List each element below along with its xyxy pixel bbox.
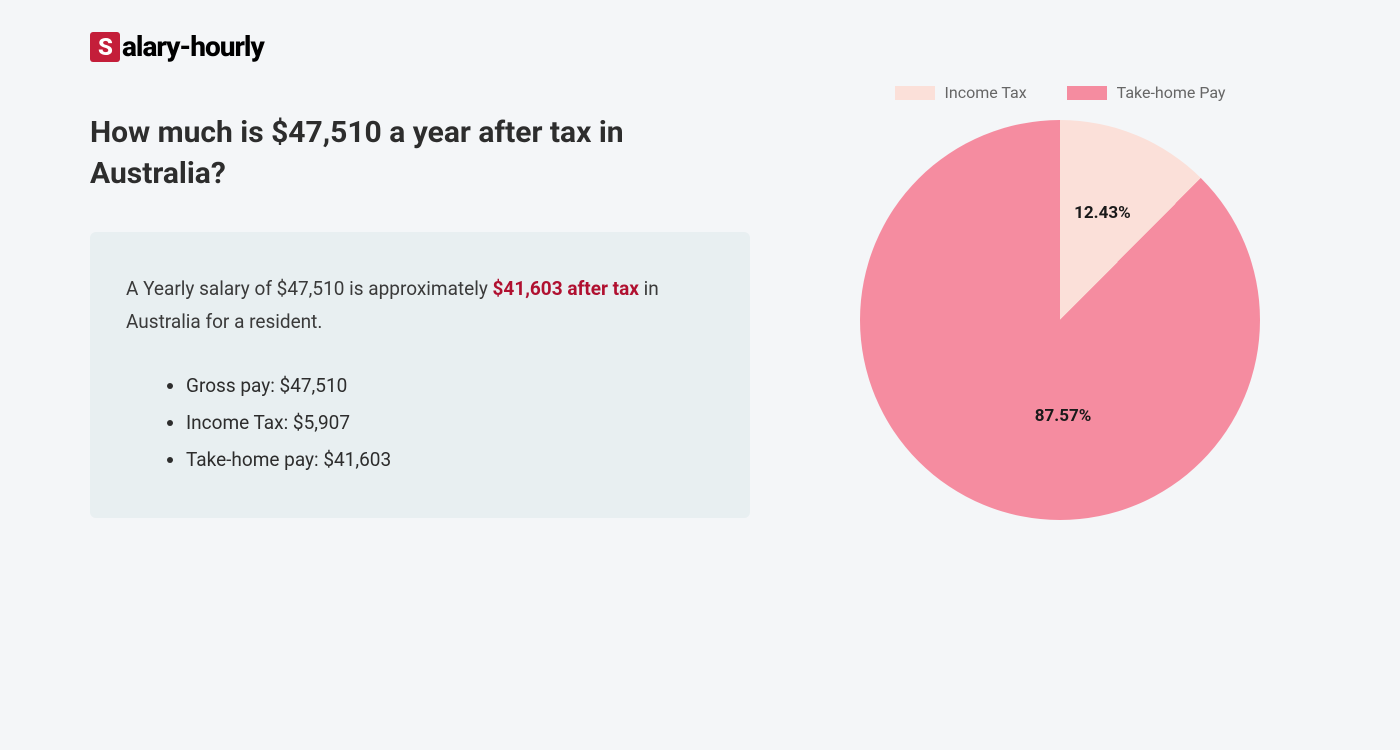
legend-item-take-home: Take-home Pay — [1067, 83, 1226, 102]
page-container: Salary-hourly How much is $47,510 a year… — [0, 0, 1400, 550]
pie-label-take-home: 87.57% — [1035, 406, 1092, 426]
page-title: How much is $47,510 a year after tax in … — [90, 113, 750, 194]
summary-highlight: $41,603 after tax — [493, 277, 639, 300]
bullet-take-home: Take-home pay: $41,603 — [186, 441, 714, 478]
legend-swatch-income-tax — [895, 86, 935, 100]
summary-bullets: Gross pay: $47,510 Income Tax: $5,907 Ta… — [126, 367, 714, 478]
pie-label-income-tax: 12.43% — [1074, 203, 1131, 223]
legend-swatch-take-home — [1067, 86, 1107, 100]
logo-badge: S — [90, 32, 120, 62]
summary-text: A Yearly salary of $47,510 is approximat… — [126, 272, 714, 339]
bullet-gross-pay: Gross pay: $47,510 — [186, 367, 714, 404]
chart-column: Income Tax Take-home Pay 12.43% 87.57% — [810, 83, 1310, 520]
pie-chart: 12.43% 87.57% — [860, 120, 1260, 520]
legend-label-income-tax: Income Tax — [945, 83, 1027, 102]
main-row: How much is $47,510 a year after tax in … — [90, 113, 1310, 520]
logo-text: alary-hourly — [122, 30, 264, 63]
site-logo: Salary-hourly — [90, 30, 1310, 63]
summary-prefix: A Yearly salary of $47,510 is approximat… — [126, 277, 493, 300]
legend-label-take-home: Take-home Pay — [1117, 83, 1226, 102]
bullet-income-tax: Income Tax: $5,907 — [186, 404, 714, 441]
pie-disc — [860, 120, 1260, 520]
legend-item-income-tax: Income Tax — [895, 83, 1027, 102]
left-column: How much is $47,510 a year after tax in … — [90, 113, 750, 520]
summary-infobox: A Yearly salary of $47,510 is approximat… — [90, 232, 750, 518]
chart-legend: Income Tax Take-home Pay — [895, 83, 1226, 102]
